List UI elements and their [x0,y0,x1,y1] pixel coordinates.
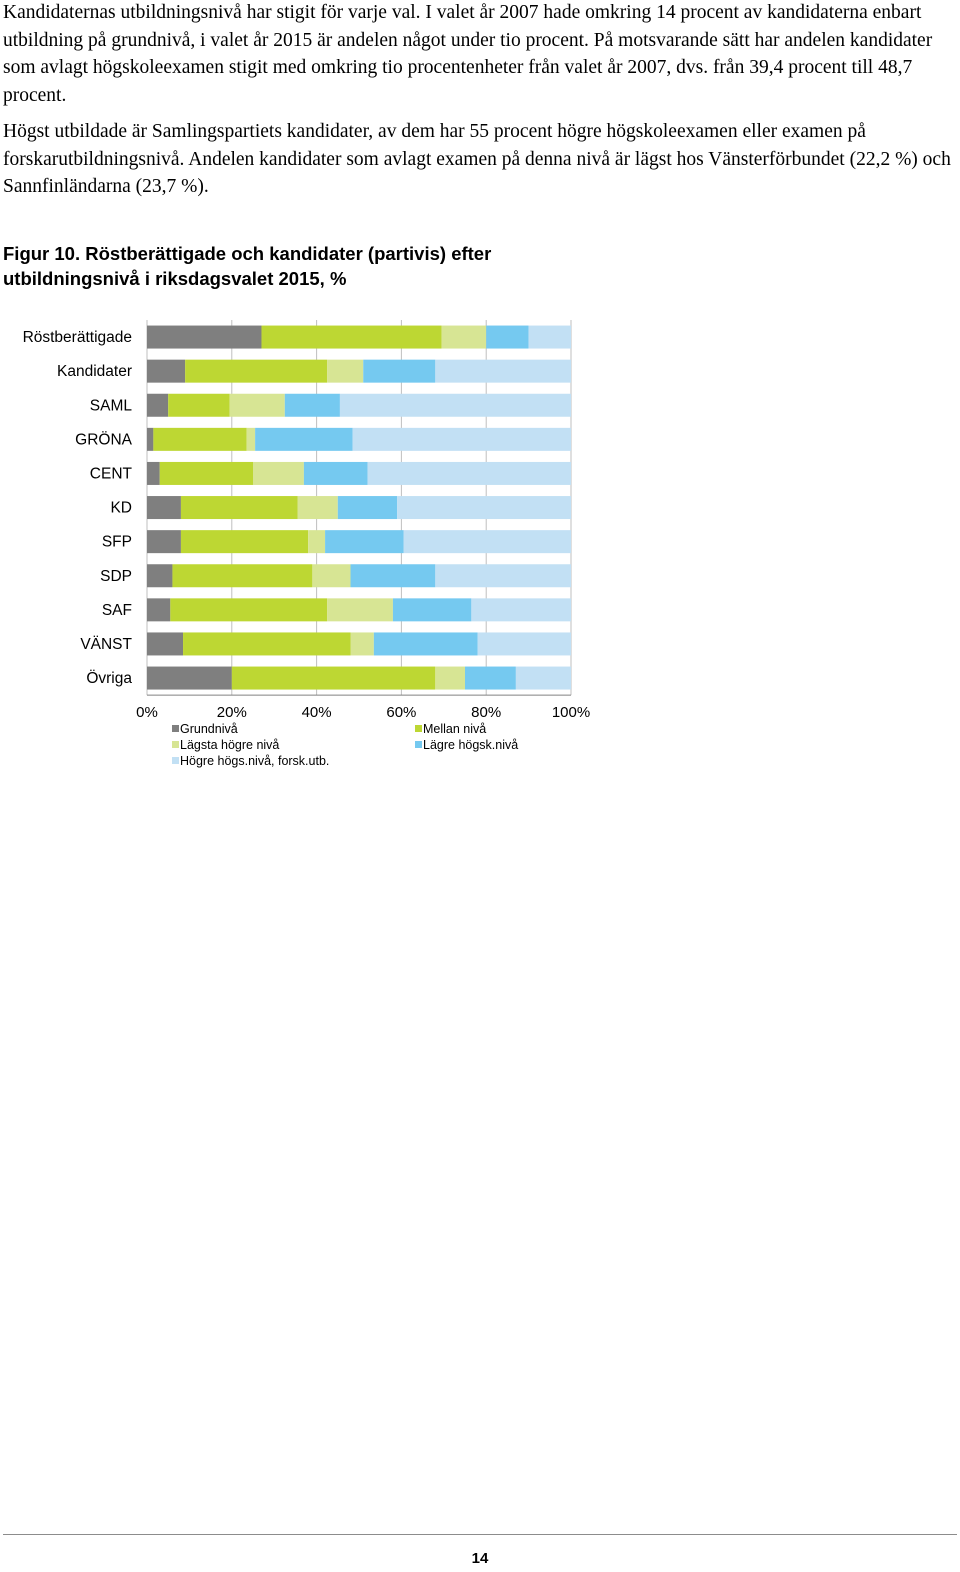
bar-segment [528,325,571,349]
bar-segment [352,427,571,451]
legend-label: Grundnivå [180,722,238,736]
bar-segment [367,461,571,485]
paragraph-2: Högst utbildade är Samlingspartiets kand… [3,121,951,197]
bar-segment [312,564,351,588]
category-label: SFP [102,534,132,551]
legend-label: Högre högs.nivå, forsk.utb. [180,754,329,768]
bar-segment [147,496,181,520]
bar-segment [170,598,328,622]
bar-segment [180,530,309,554]
bar-segment [471,598,571,622]
bar-segment [147,564,173,588]
bar-segment [147,632,184,656]
bar-segment [231,666,436,690]
legend-label: Lägre högsk.nivå [423,738,518,752]
bar-segment [147,325,262,349]
bar-segment [486,325,529,349]
bar-segment [147,359,186,383]
x-tick-label: 60% [386,704,416,721]
legend-swatch [172,741,179,748]
category-label: SAML [90,397,133,414]
legend-label: Mellan nivå [423,722,486,736]
bar-segment [477,632,571,656]
bar-segment [147,666,232,690]
bar-segment [159,461,253,485]
bar-segment [147,461,160,485]
x-tick-label: 100% [552,704,590,721]
bar-segment [373,632,478,656]
bar-segment [441,325,487,349]
category-label: SDP [100,568,132,585]
bar-segment [147,393,169,417]
x-tick-label: 80% [471,704,501,721]
bar-segment [147,427,154,451]
category-label: VÄNST [80,636,132,653]
bar-segment [229,393,285,417]
bar-segment [255,427,353,451]
bar-segment [403,530,571,554]
bar-segment [180,496,298,520]
category-label: GRÖNA [75,430,133,448]
legend-swatch [172,757,179,764]
figure-title-line-2: utbildningsnivå i riksdagsvalet 2015, % [3,268,347,289]
bar-segment [327,359,364,383]
bar-segment [153,427,247,451]
bar-segment [297,496,338,520]
bar-segment [392,598,472,622]
legend-label: Lägsta högre nivå [180,738,279,752]
bar-segment [350,632,374,656]
bar-segment [435,666,465,690]
bar-segment [185,359,328,383]
category-label: KD [110,500,132,517]
legend-swatch [415,741,422,748]
category-label: CENT [90,465,133,482]
page-number: 14 [471,1550,489,1567]
footer-divider [3,1534,957,1535]
bar-segment [435,564,571,588]
bar-segment [435,359,571,383]
x-tick-label: 0% [136,704,158,721]
x-tick-label: 20% [217,704,247,721]
bar-segment [303,461,368,485]
legend-swatch [172,725,179,732]
bar-segment [246,427,256,451]
bar-segment [515,666,571,690]
bar-segment [261,325,442,349]
bar-segment [363,359,436,383]
bar-segment [147,530,181,554]
bar-segment [465,666,516,690]
bar-segment [350,564,436,588]
figure-title: Figur 10. Röstberättigade och kandidater… [3,241,603,291]
legend-swatch [415,725,422,732]
bar-segment [337,496,398,520]
bar-segment [339,393,571,417]
bar-segment [325,530,404,554]
figure-title-line-1: Figur 10. Röstberättigade och kandidater… [3,243,492,264]
education-level-chart: 0% 20% 40% 60% 80% 100% Röstberättigade Kandida… [23,320,590,768]
category-label: Övriga [86,669,132,687]
bar-segment [397,496,571,520]
category-label: SAF [102,602,132,619]
paragraph-1: Kandidaternas utbildningsnivå har stigit… [3,2,933,106]
bar-segment [183,632,351,656]
bar-segment [172,564,313,588]
category-label: Röstberättigade [23,329,132,346]
bar-segment [308,530,326,554]
bar-segment [253,461,304,485]
bar-segment [168,393,230,417]
x-tick-label: 40% [302,704,332,721]
bar-segment [327,598,393,622]
bar-segment [284,393,340,417]
bar-segment [147,598,171,622]
category-label: Kandidater [57,363,132,380]
